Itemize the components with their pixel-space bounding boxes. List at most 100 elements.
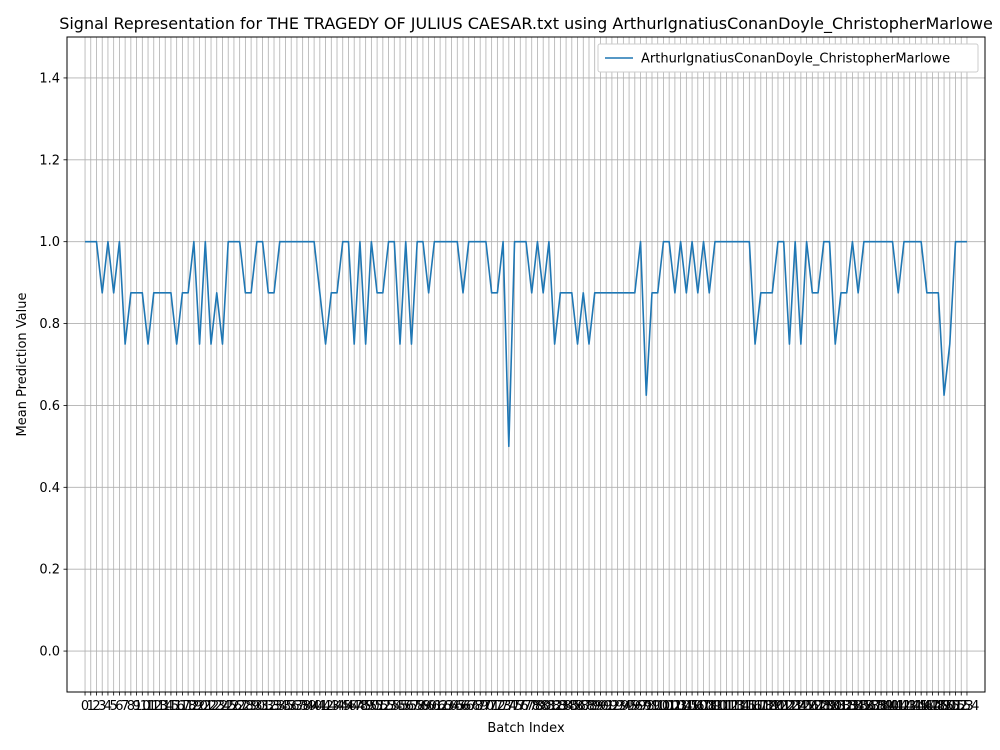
x-tick-label: 5 (110, 699, 118, 714)
x-tick-label: 84 (558, 699, 575, 714)
x-tick-label: 111 (708, 699, 733, 714)
x-tick-label: 63 (438, 699, 455, 714)
x-tick-label: 98 (638, 699, 655, 714)
x-tick-label: 79 (529, 699, 546, 714)
legend-box (597, 43, 979, 73)
x-tick-label: 11 (140, 699, 157, 714)
x-tick-label: 121 (766, 699, 791, 714)
y-gridlines (67, 77, 985, 652)
y-axis-ticks: 0.0 0.2 0.4 0.6 0.8 1.0 1.2 1.4 (39, 71, 67, 660)
x-tick-label: 148 (920, 699, 945, 714)
x-tick-label: 154 (955, 699, 980, 714)
plot-frame (66, 36, 986, 693)
x-tick-label: 70 (478, 699, 495, 714)
x-tick-label: 51 (369, 699, 386, 714)
x-tick-label: 90 (592, 699, 609, 714)
x-tick-label: 105 (674, 699, 699, 714)
x-axis-ticks: 0123456789101112131415161718192021222324… (81, 692, 979, 714)
x-tick-label: 152 (943, 699, 968, 714)
x-tick-label: 116 (737, 699, 762, 714)
x-tick-label: 118 (748, 699, 773, 714)
x-tick-label: 18 (180, 699, 197, 714)
x-tick-label: 25 (220, 699, 237, 714)
x-tick-label: 17 (174, 699, 191, 714)
x-tick-label: 104 (668, 699, 693, 714)
x-tick-label: 46 (340, 699, 357, 714)
x-tick-label: 119 (754, 699, 779, 714)
x-tick-label: 4 (104, 699, 112, 714)
x-tick-label: 62 (432, 699, 449, 714)
x-tick-label: 38 (294, 699, 311, 714)
x-tick-label: 130 (817, 699, 842, 714)
series-lines (85, 240, 967, 448)
y-tick-label: 1.2 (39, 153, 60, 168)
x-tick-label: 109 (697, 699, 722, 714)
y-tick-label: 1.4 (39, 71, 60, 86)
x-tick-label: 131 (823, 699, 848, 714)
x-tick-label: 142 (886, 699, 911, 714)
x-tick-label: 21 (197, 699, 214, 714)
x-tick-label: 153 (949, 699, 974, 714)
x-tick-label: 114 (725, 699, 750, 714)
x-tick-label: 7 (121, 699, 129, 714)
x-tick-label: 82 (546, 699, 563, 714)
x-tick-label: 134 (840, 699, 865, 714)
x-tick-label: 136 (851, 699, 876, 714)
x-tick-label: 76 (512, 699, 529, 714)
x-tick-label: 69 (472, 699, 489, 714)
x-tick-label: 144 (897, 699, 922, 714)
y-tick-label: 0.8 (39, 317, 60, 332)
x-tick-label: 117 (743, 699, 768, 714)
x-tick-label: 112 (714, 699, 739, 714)
x-tick-label: 101 (651, 699, 676, 714)
x-tick-label: 53 (380, 699, 397, 714)
x-tick-label: 140 (874, 699, 899, 714)
x-tick-label: 73 (495, 699, 512, 714)
x-tick-label: 149 (926, 699, 951, 714)
x-tick-label: 43 (323, 699, 340, 714)
x-tick-label: 52 (375, 699, 392, 714)
x-axis-label: Batch Index (487, 721, 565, 736)
x-tick-label: 151 (937, 699, 962, 714)
x-tick-label: 77 (518, 699, 535, 714)
x-tick-label: 85 (564, 699, 581, 714)
x-tick-label: 19 (186, 699, 203, 714)
x-tick-label: 83 (552, 699, 569, 714)
x-tick-label: 16 (168, 699, 185, 714)
x-tick-label: 20 (191, 699, 208, 714)
x-tick-label: 3 (98, 699, 106, 714)
x-tick-label: 92 (604, 699, 621, 714)
x-tick-label: 40 (306, 699, 323, 714)
x-tick-label: 22 (203, 699, 220, 714)
x-tick-label: 26 (226, 699, 243, 714)
x-tick-label: 9 (132, 699, 140, 714)
legend: ArthurIgnatiusConanDoyle_ChristopherMarl… (597, 43, 979, 73)
x-tick-label: 96 (627, 699, 644, 714)
x-tick-label: 0 (81, 699, 89, 714)
x-tick-label: 35 (277, 699, 294, 714)
x-tick-label: 80 (535, 699, 552, 714)
x-tick-label: 75 (506, 699, 523, 714)
x-tick-label: 102 (657, 699, 682, 714)
y-tick-label: 0.0 (39, 645, 60, 660)
x-tick-label: 138 (863, 699, 888, 714)
x-tick-label: 74 (501, 699, 518, 714)
series-line (85, 240, 967, 448)
x-tick-label: 49 (357, 699, 374, 714)
x-tick-label: 8 (127, 699, 135, 714)
x-tick-label: 124 (783, 699, 808, 714)
x-tick-label: 122 (771, 699, 796, 714)
x-tick-label: 42 (317, 699, 334, 714)
x-tick-label: 135 (846, 699, 871, 714)
x-tick-label: 37 (289, 699, 306, 714)
x-tick-label: 1 (87, 699, 95, 714)
x-tick-label: 125 (788, 699, 813, 714)
x-tick-label: 61 (426, 699, 443, 714)
x-tick-label: 33 (266, 699, 283, 714)
x-tick-label: 29 (243, 699, 260, 714)
y-tick-label: 0.6 (39, 399, 60, 414)
x-tick-label: 129 (811, 699, 836, 714)
x-tick-label: 12 (145, 699, 162, 714)
